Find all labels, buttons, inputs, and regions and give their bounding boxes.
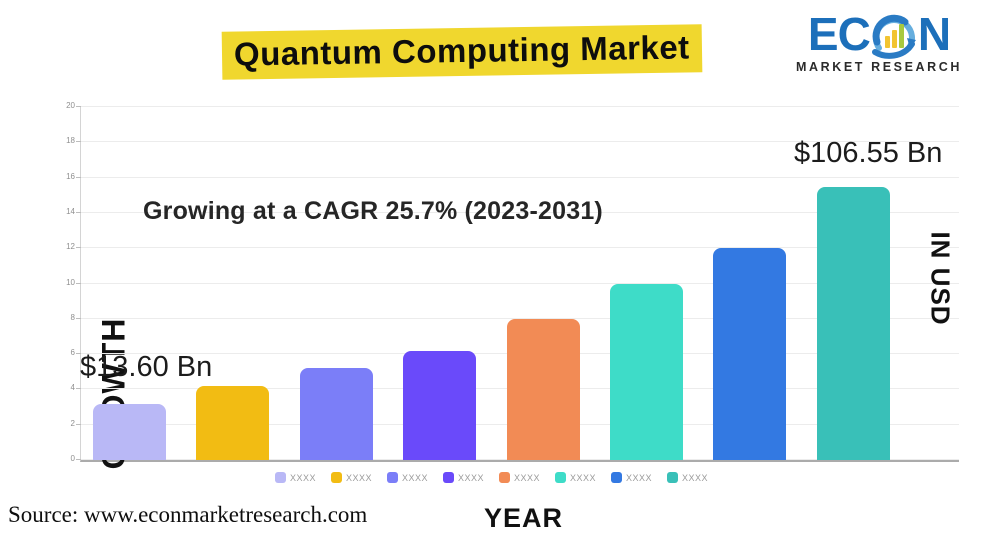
- source-text: Source: www.econmarketresearch.com: [8, 502, 368, 527]
- y-tick-mark-0: [76, 459, 81, 460]
- y-tick-label-8: 8: [70, 312, 75, 322]
- legend-label-7: XXXX: [626, 472, 653, 483]
- chart-title-wrap: Quantum Computing Market: [221, 24, 703, 80]
- cagr-annotation: Growing at a CAGR 25.7% (2023-2031): [143, 197, 603, 225]
- first-bar-value-label: $13.60 Bn: [80, 351, 213, 383]
- legend-swatch-8: [667, 472, 679, 483]
- y-tick-label-16: 16: [66, 171, 75, 181]
- gridline-y-8: [81, 317, 959, 319]
- legend-item-6: XXXX: [555, 472, 596, 483]
- gridline-y-16: [81, 176, 959, 178]
- legend-item-2: XXXX: [330, 472, 372, 483]
- right-axis-label: IN USD: [925, 231, 956, 326]
- y-tick-mark-12: [76, 247, 81, 249]
- legend-item-4: XXXX: [442, 472, 484, 483]
- legend-label-3: XXXX: [401, 472, 428, 483]
- bar-5: [506, 318, 580, 460]
- y-tick-label-0: 0: [70, 454, 75, 463]
- y-tick-mark-14: [76, 211, 81, 213]
- legend-label-8: XXXX: [682, 472, 709, 483]
- page-title: Quantum Computing Market: [233, 28, 690, 73]
- y-tick-mark-10: [76, 282, 81, 284]
- legend-label-6: XXXX: [570, 472, 597, 483]
- logo-chart-globe-icon: [871, 14, 916, 59]
- y-tick-label-20: 20: [66, 101, 75, 110]
- legend: XXXX XXXX XXXX XXXX XXXX XXXX XXXX XXXX: [0, 472, 983, 483]
- x-axis-label: YEAR: [484, 503, 564, 533]
- y-tick-mark-4: [76, 388, 81, 390]
- y-tick-mark-8: [76, 317, 81, 319]
- y-tick-label-6: 6: [70, 348, 75, 358]
- y-tick-mark-18: [76, 141, 81, 143]
- gridline-y-12: [81, 247, 959, 249]
- bar-8: [816, 187, 890, 460]
- bar-7: [713, 248, 787, 460]
- legend-item-3: XXXX: [386, 472, 428, 483]
- logo-wordmark: EC N: [789, 6, 969, 60]
- legend-swatch-5: [499, 472, 510, 483]
- y-tick-mark-6: [76, 353, 81, 355]
- y-tick-label-12: 12: [66, 242, 75, 252]
- legend-label-4: XXXX: [457, 472, 484, 483]
- logo-subtitle: MARKET RESEARCH: [795, 60, 963, 74]
- y-tick-mark-2: [76, 423, 81, 425]
- plot-area: GROWTH 0 2 4 6 8 10 12 14 16 18 20: [66, 102, 959, 469]
- legend-swatch-2: [330, 472, 342, 483]
- bar-4: [403, 350, 477, 460]
- bar-3: [299, 368, 373, 460]
- legend-swatch-1: [274, 472, 286, 483]
- legend-item-8: XXXX: [667, 472, 708, 483]
- y-tick-label-14: 14: [66, 206, 75, 216]
- legend-swatch-7: [611, 472, 623, 483]
- bar-1: [93, 403, 166, 460]
- legend-item-5: XXXX: [499, 472, 540, 483]
- y-tick-mark-20: [76, 106, 81, 107]
- gridline-y-20: [81, 106, 959, 107]
- y-tick-label-10: 10: [66, 277, 75, 287]
- legend-label-2: XXXX: [345, 472, 372, 483]
- legend-label-1: XXXX: [289, 472, 316, 483]
- logo-letters-right: N: [917, 8, 951, 60]
- bar-6: [610, 283, 683, 460]
- y-tick-mark-16: [76, 176, 81, 178]
- y-tick-label-4: 4: [70, 383, 75, 393]
- gridline-y-18: [81, 141, 959, 143]
- econ-logo: EC N MARKET RESEARCH: [789, 6, 969, 74]
- logo-letters-left: EC: [807, 8, 871, 60]
- gridline-y-10: [81, 282, 959, 284]
- title-highlight: Quantum Computing Market: [221, 24, 703, 80]
- legend-item-1: XXXX: [274, 472, 316, 483]
- legend-item-7: XXXX: [611, 472, 652, 483]
- y-tick-label-2: 2: [70, 418, 75, 428]
- legend-label-5: XXXX: [514, 472, 541, 483]
- y-tick-label-18: 18: [66, 136, 75, 146]
- legend-swatch-3: [386, 472, 398, 483]
- legend-swatch-4: [442, 472, 454, 483]
- bar-2: [196, 385, 270, 460]
- last-bar-value-label: $106.55 Bn: [794, 137, 943, 169]
- legend-swatch-6: [555, 472, 567, 483]
- gridline-y-14: [81, 211, 959, 213]
